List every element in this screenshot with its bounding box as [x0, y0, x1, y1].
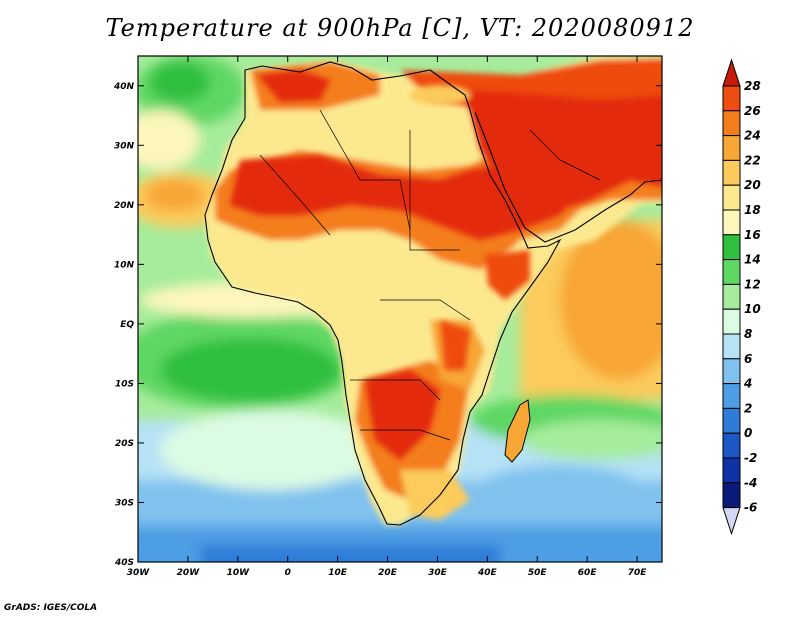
colorbar-box	[722, 85, 741, 112]
longitude-axis: 30W 20W 10W 0 10E 20E 30E 40E 50E 60E 70E	[127, 56, 647, 578]
lon-tick-label: 20E	[378, 568, 398, 578]
colorbar-box	[722, 110, 741, 137]
lon-tick-label: 20W	[177, 568, 201, 578]
map-frame	[137, 55, 663, 563]
lat-tick-label: 20S	[115, 439, 134, 449]
lat-tick-label: 40N	[113, 82, 135, 92]
colorbar-box	[722, 407, 741, 434]
lat-tick-label: 10S	[115, 379, 134, 389]
lon-tick-label: 10E	[328, 568, 348, 578]
colorbar-label: 26	[744, 104, 761, 118]
colorbar-box	[722, 432, 741, 459]
madagascar	[504, 399, 531, 463]
colorbar-box	[722, 159, 741, 186]
colorbar-box	[722, 234, 741, 261]
lat-tick-label: 30S	[115, 498, 134, 508]
temperature-field	[138, 56, 662, 562]
colorbar-label: -2	[744, 451, 757, 465]
arabia-coastline	[474, 111, 662, 243]
colorbar-label: 14	[744, 253, 761, 267]
credit-label: GrADS: IGES/COLA	[4, 603, 98, 613]
colorbar-label: 16	[744, 228, 761, 242]
colorbar-label: 10	[744, 302, 761, 316]
latitude-axis: 40N 30N 20N 10N EQ 10S 20S 30S 40S	[113, 82, 662, 568]
lon-tick-label: 40E	[477, 568, 498, 578]
colorbar-box	[722, 283, 741, 310]
colorbar-label: 18	[744, 203, 761, 217]
colorbar-box	[722, 457, 741, 484]
country-borders	[259, 109, 601, 441]
colorbar-box	[722, 308, 741, 335]
lat-tick-label: 40S	[114, 558, 134, 568]
colorbar-box	[722, 135, 741, 161]
colorbar-box	[722, 333, 741, 360]
colorbar-box	[722, 184, 741, 211]
map-title: Temperature at 900hPa [C], VT: 202008091…	[105, 14, 695, 42]
colorbar-label: 20	[744, 178, 761, 192]
colorbar-label: -6	[744, 501, 757, 515]
lon-tick-label: 30W	[127, 568, 151, 578]
colorbar-label: 2	[744, 401, 752, 415]
lon-tick-label: 30E	[428, 568, 448, 578]
colorbar-box	[722, 482, 741, 509]
colorbar-label: 8	[744, 327, 752, 341]
colorbar-label: 6	[744, 352, 752, 366]
coastline	[204, 61, 562, 526]
colorbar-box	[722, 259, 741, 285]
lon-tick-label: 10W	[227, 568, 251, 578]
lat-tick-label: EQ	[120, 320, 134, 330]
lat-tick-label: 30N	[114, 141, 135, 151]
colorbar-box	[722, 209, 741, 236]
colorbar-label: 22	[744, 153, 761, 167]
colorbar-label: -4	[744, 476, 757, 490]
lon-tick-label: 60E	[578, 568, 598, 578]
colorbar-under-triangle	[722, 507, 741, 536]
colorbar-label: 12	[744, 277, 761, 291]
lon-tick-label: 70E	[628, 568, 648, 578]
colorbar-label: 0	[744, 426, 752, 440]
colorbar-box	[722, 358, 741, 385]
lon-tick-label: 0	[285, 568, 291, 578]
lat-tick-label: 10N	[114, 260, 135, 270]
colorbar-box	[722, 383, 741, 409]
lon-tick-label: 50E	[528, 568, 548, 578]
colorbar-label: 24	[744, 129, 761, 143]
colorbar-label: 28	[744, 79, 761, 93]
lat-tick-label: 20N	[114, 201, 135, 211]
colorbar-label: 4	[743, 377, 752, 391]
colorbar-over-triangle	[722, 58, 741, 87]
